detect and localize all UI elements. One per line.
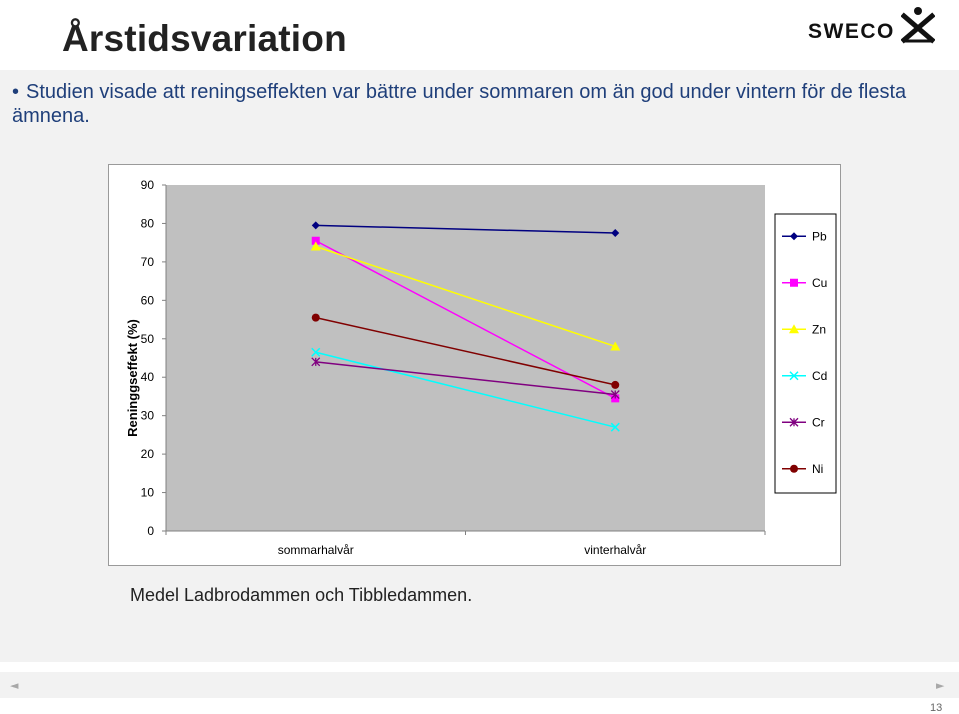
series-line-cd: [315, 351, 616, 428]
y-tick-label: 80: [141, 216, 155, 230]
legend-marker-cr: [789, 417, 799, 427]
series-zn: [310, 241, 621, 351]
chart-frame: 0 10 20 30 40 50 60 70 80 90 sommarhalvår vinterhal…: [108, 164, 841, 566]
footer-bar: [0, 672, 959, 698]
legend-label: Zn: [812, 322, 826, 336]
sweco-figure-icon: [901, 7, 935, 44]
series-line-cr: [315, 361, 616, 396]
y-tick-label: 10: [141, 486, 155, 500]
legend-label: Cd: [812, 369, 827, 383]
series-cr: [311, 357, 620, 399]
data-point-ni: [611, 380, 620, 389]
legend-label: Cr: [812, 415, 825, 429]
data-point-cr: [610, 390, 620, 399]
data-point-ni: [311, 313, 320, 322]
chart-caption: Medel Ladbrodammen och Tibbledammen.: [130, 585, 473, 605]
y-tick-label: 30: [141, 409, 155, 423]
y-tick-label: 50: [141, 332, 155, 346]
legend-item-cr: Cr: [782, 415, 825, 429]
legend-item-zn: Zn: [782, 322, 826, 336]
series-line-zn: [315, 245, 616, 348]
y-tick-label: 40: [141, 370, 155, 384]
legend-label: Pb: [812, 229, 827, 243]
legend-item-cd: Cd: [782, 369, 827, 383]
y-tick-label: 0: [147, 524, 154, 538]
data-point-cu: [311, 236, 320, 245]
data-point-pb: [311, 221, 320, 230]
series-line-cu: [315, 240, 616, 400]
line-chart: 0 10 20 30 40 50 60 70 80 90 sommarhalvår vinterhal…: [125, 178, 837, 557]
legend-marker-cu: [790, 278, 798, 287]
legend-marker-cd: [789, 371, 799, 381]
series-pb: [311, 221, 620, 238]
legend-label: Ni: [812, 462, 823, 476]
x-tick-label: sommarhalvår: [278, 543, 354, 557]
y-tick-label: 90: [141, 178, 155, 192]
series-ni: [311, 313, 620, 389]
data-point-zn: [310, 241, 321, 251]
bullet-text: Studien visade att reningseffekten var b…: [12, 81, 907, 127]
data-point-cd: [610, 422, 620, 432]
series-line-pb: [315, 224, 616, 234]
plot-area: [166, 185, 765, 531]
legend-box: [774, 213, 837, 494]
bullet-item: • Studien visade att reningseffekten var …: [12, 80, 947, 128]
data-point-cr: [311, 357, 321, 367]
y-axis-label: Reninggseffekt (%): [125, 319, 140, 437]
slide-title: Årstidsvariation: [62, 18, 347, 59]
legend-item-cu: Cu: [782, 276, 827, 290]
data-point-zn: [610, 341, 621, 351]
legend-item-ni: Ni: [782, 462, 823, 476]
legend-marker-pb: [790, 232, 798, 241]
bullet-icon: •: [12, 81, 20, 103]
logo-text: SWECO: [808, 20, 895, 43]
legend-marker-ni: [790, 464, 798, 473]
next-slide-icon[interactable]: ►: [936, 679, 945, 692]
legend-label: Cu: [812, 276, 827, 290]
data-point-pb: [611, 229, 620, 238]
series-cd: [311, 347, 620, 432]
previous-slide-icon[interactable]: ◄: [10, 679, 19, 692]
x-tick-label: vinterhalvår: [584, 543, 646, 557]
y-tick-label: 20: [141, 447, 155, 461]
series-line-ni: [315, 316, 616, 386]
y-tick-label: 70: [141, 255, 155, 269]
sweco-logo: SWECO: [808, 6, 938, 46]
legend-marker-zn: [789, 324, 799, 334]
page-number: 13: [930, 702, 943, 714]
data-point-cd: [311, 347, 321, 357]
legend-item-pb: Pb: [782, 229, 827, 243]
y-tick-label: 60: [141, 293, 155, 307]
